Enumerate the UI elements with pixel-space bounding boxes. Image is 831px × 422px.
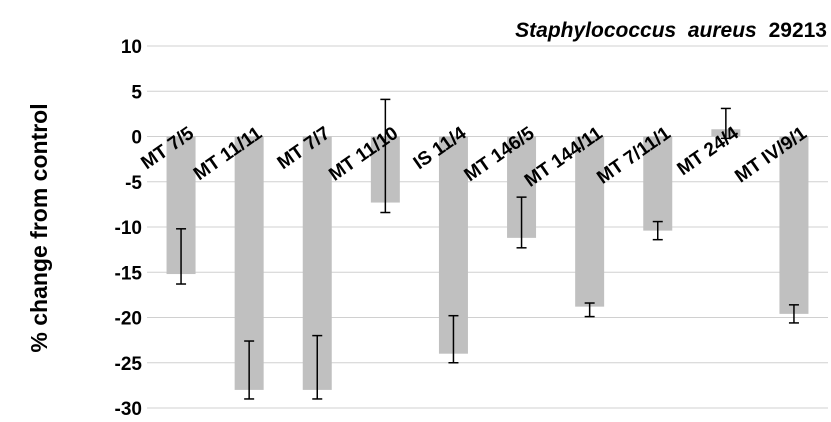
error-bars [176,98,799,400]
error-bar [720,107,731,140]
y-tick-label: 5 [131,82,142,103]
error-bar [176,228,187,285]
error-bar [448,314,459,364]
error-bar [380,98,391,214]
chart-title-strain: 29213 [769,19,827,42]
error-bar [788,304,799,324]
bar [643,136,673,231]
y-tick-label: -15 [115,263,143,284]
y-axis-label: % change from control [26,103,52,352]
y-tick-label: -5 [125,173,142,194]
error-bar [584,302,595,318]
chart-title-organism: Staphylococcus aureus [515,19,757,42]
y-tick-label: -20 [115,309,142,330]
y-tick-labels: 10 5 0 -5 -10 -15 -20 -25 -30 [115,37,143,420]
y-tick-label: 10 [121,37,142,58]
y-tick-label: -25 [115,354,143,375]
y-tick-label: 0 [131,128,142,149]
y-tick-label: -30 [115,399,142,420]
error-bar [652,220,663,241]
chart-title: Staphylococcus aureus 29213 [515,19,827,42]
bar [779,136,809,314]
error-bar [312,334,323,400]
error-bar [244,340,255,400]
y-tick-label: -10 [115,218,142,239]
bar [575,136,605,307]
error-bar [516,196,527,249]
